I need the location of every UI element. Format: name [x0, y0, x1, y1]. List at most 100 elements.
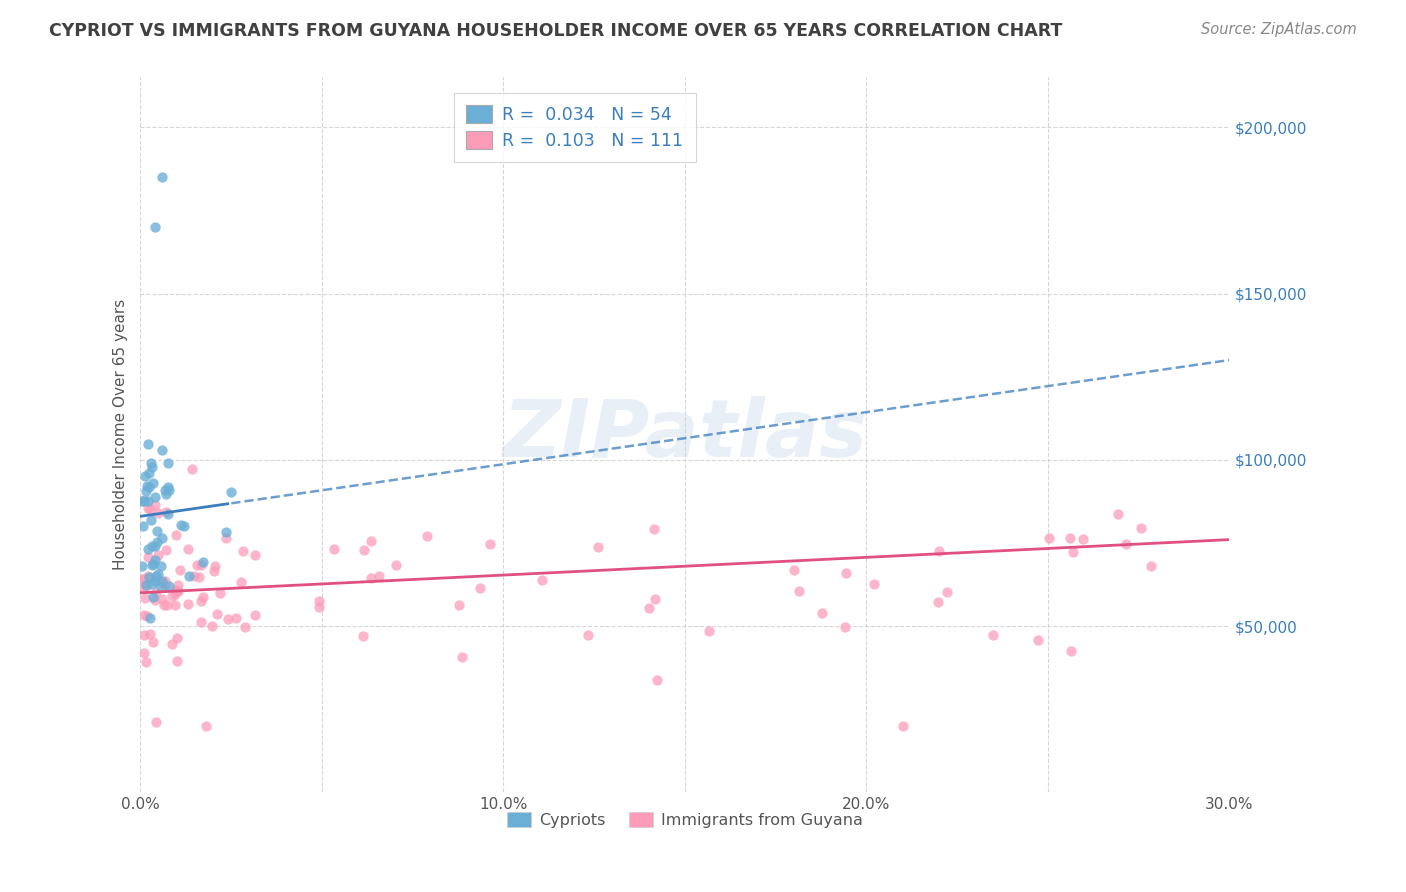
Point [143, 593, 166, 607]
Point [697, 624, 720, 638]
Point [645, 673, 668, 688]
Point [134, 469, 156, 483]
Point [134, 591, 156, 605]
Point [167, 584, 190, 599]
Point [308, 593, 330, 607]
Point [166, 583, 188, 598]
Point [231, 574, 253, 589]
Point [157, 480, 180, 494]
Point [163, 599, 186, 613]
Point [360, 571, 382, 585]
Point [145, 585, 167, 599]
Point [166, 631, 188, 645]
Point [308, 599, 330, 614]
Point [183, 568, 205, 582]
Point [181, 462, 204, 476]
Point [131, 494, 153, 508]
Point [353, 543, 375, 558]
Legend: Cypriots, Immigrants from Guyana: Cypriots, Immigrants from Guyana [501, 806, 869, 834]
Point [139, 610, 162, 624]
Point [191, 555, 214, 569]
Point [136, 542, 159, 557]
Point [157, 579, 180, 593]
Point [134, 493, 156, 508]
Point [186, 558, 208, 572]
Point [143, 498, 166, 512]
Point [141, 513, 163, 527]
Point [135, 579, 157, 593]
Text: CYPRIOT VS IMMIGRANTS FROM GUYANA HOUSEHOLDER INCOME OVER 65 YEARS CORRELATION C: CYPRIOT VS IMMIGRANTS FROM GUYANA HOUSEH… [49, 22, 1063, 40]
Point [204, 559, 226, 574]
Point [156, 456, 179, 470]
Point [891, 719, 914, 733]
Point [352, 629, 374, 643]
Y-axis label: Householder Income Over 65 years: Householder Income Over 65 years [114, 299, 128, 571]
Point [142, 590, 165, 604]
Point [1071, 533, 1094, 547]
Point [146, 567, 169, 582]
Point [637, 601, 659, 615]
Point [145, 524, 167, 538]
Point [142, 557, 165, 571]
Point [152, 592, 174, 607]
Point [150, 442, 173, 457]
Point [150, 574, 173, 588]
Point [139, 501, 162, 516]
Point [834, 620, 856, 634]
Point [165, 528, 187, 542]
Point [783, 563, 806, 577]
Point [835, 566, 858, 580]
Point [936, 585, 959, 599]
Point [135, 577, 157, 591]
Point [155, 487, 177, 501]
Point [131, 572, 153, 586]
Point [132, 572, 155, 586]
Point [1107, 508, 1129, 522]
Point [169, 563, 191, 577]
Point [449, 598, 471, 612]
Point [139, 627, 162, 641]
Point [208, 586, 231, 600]
Point [132, 493, 155, 508]
Point [190, 558, 212, 573]
Point [142, 635, 165, 649]
Point [150, 575, 173, 590]
Point [243, 549, 266, 563]
Point [165, 583, 187, 598]
Point [450, 649, 472, 664]
Point [135, 655, 157, 669]
Point [136, 436, 159, 450]
Point [155, 542, 177, 557]
Point [131, 581, 153, 595]
Point [148, 506, 170, 520]
Point [165, 587, 187, 601]
Point [1026, 633, 1049, 648]
Point [384, 558, 406, 573]
Point [1115, 536, 1137, 550]
Point [586, 540, 609, 554]
Point [1038, 531, 1060, 545]
Point [205, 607, 228, 622]
Point [644, 591, 666, 606]
Point [323, 541, 346, 556]
Point [145, 574, 167, 589]
Point [135, 608, 157, 623]
Point [143, 539, 166, 553]
Point [576, 628, 599, 642]
Point [157, 508, 180, 522]
Point [160, 637, 183, 651]
Point [141, 475, 163, 490]
Point [145, 535, 167, 549]
Point [531, 574, 554, 588]
Point [190, 594, 212, 608]
Point [863, 577, 886, 591]
Point [136, 500, 159, 515]
Point [132, 628, 155, 642]
Point [233, 620, 256, 634]
Point [928, 543, 950, 558]
Point [132, 519, 155, 533]
Point [479, 537, 502, 551]
Point [143, 491, 166, 505]
Point [360, 533, 382, 548]
Point [167, 578, 190, 592]
